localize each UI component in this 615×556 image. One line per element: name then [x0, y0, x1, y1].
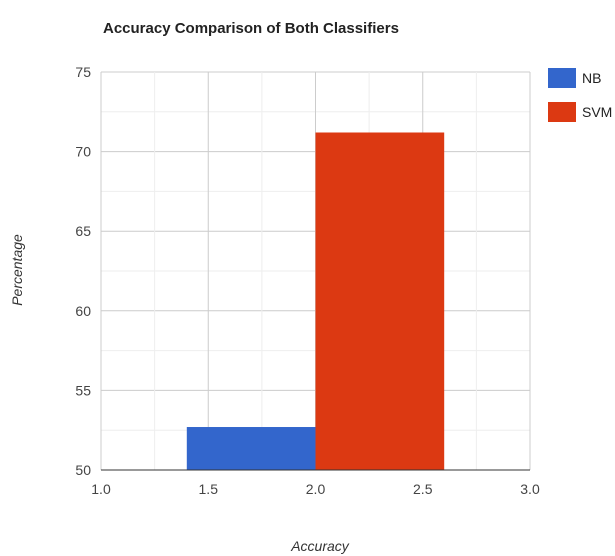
bars-group — [186, 132, 445, 470]
x-tick-label: 2.5 — [413, 481, 433, 497]
x-tick-label: 1.5 — [199, 481, 219, 497]
legend-label-nb: NB — [582, 70, 601, 86]
y-tick-label: 70 — [75, 144, 91, 160]
legend-swatch-svm — [548, 102, 576, 122]
x-tick-label: 2.0 — [306, 481, 326, 497]
x-tick-label: 3.0 — [520, 481, 540, 497]
y-axis-label: Percentage — [9, 234, 25, 306]
tick-labels: 50 55 60 65 70 75 1.0 1.5 2.0 2.5 3.0 — [75, 64, 540, 497]
y-tick-label: 55 — [75, 382, 91, 398]
y-tick-label: 60 — [75, 303, 91, 319]
y-tick-label: 75 — [75, 64, 91, 80]
legend: NB SVM — [548, 68, 612, 122]
legend-label-svm: SVM — [582, 104, 612, 120]
chart-title: Accuracy Comparison of Both Classifiers — [103, 20, 399, 37]
y-tick-label: 50 — [75, 462, 91, 478]
legend-swatch-nb — [548, 68, 576, 88]
y-tick-label: 65 — [75, 223, 91, 239]
x-axis-label: Accuracy — [290, 538, 350, 554]
x-tick-label: 1.0 — [91, 481, 111, 497]
bar-svm — [315, 132, 445, 470]
bar-nb — [186, 427, 316, 470]
